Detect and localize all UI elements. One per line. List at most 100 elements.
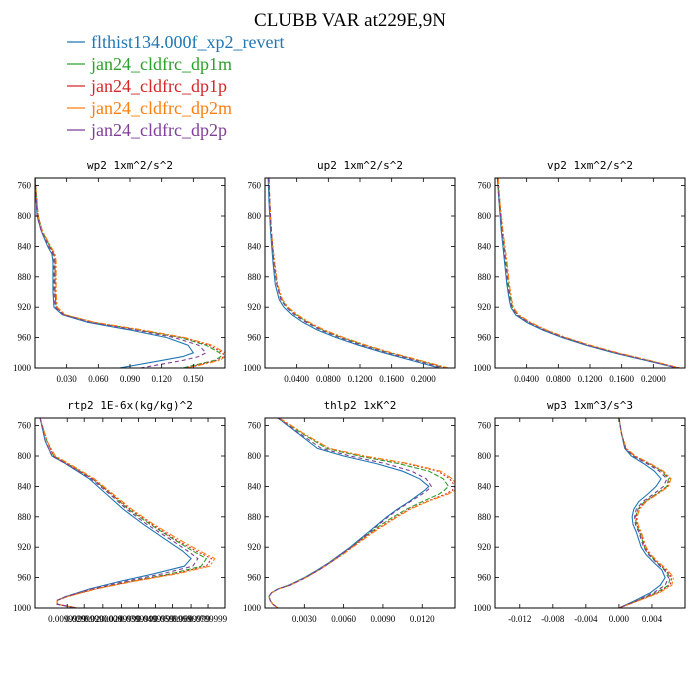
legend-entry: jan24_cldfrc_dp1m — [90, 54, 232, 74]
panel: up2 1xm^2/s^2 760 800 840 880 920 960 1000 0.040… — [243, 159, 456, 384]
series-line — [268, 178, 449, 368]
y-tick-label: 1000 — [243, 363, 262, 373]
x-tick-label: 0.0030 — [292, 614, 317, 624]
y-tick-label: 880 — [18, 272, 32, 282]
series-line — [35, 178, 225, 368]
series-line — [39, 418, 208, 608]
panel: vp2 1xm^2/s^2 760 800 840 880 920 960 1000 0.040… — [473, 159, 686, 384]
y-tick-label: 840 — [248, 481, 262, 491]
x-tick-label: 0.0699999 — [172, 614, 211, 624]
y-tick-label: 920 — [18, 542, 32, 552]
series-line — [268, 178, 446, 368]
series-line — [496, 178, 679, 368]
panel-frame — [264, 417, 456, 609]
y-tick-label: 1000 — [243, 603, 262, 613]
legend-entry: flthist134.000f_xp2_revert — [91, 32, 284, 52]
x-tick-label: 0.150 — [183, 374, 204, 384]
x-tick-label: 0.1600 — [379, 374, 404, 384]
x-tick-label: 0.004 — [642, 614, 663, 624]
legend-entry: jan24_cldfrc_dp2m — [90, 98, 232, 118]
x-tick-label: 0.0800 — [546, 374, 571, 384]
x-tick-label: 0.2000 — [411, 374, 436, 384]
series-line — [497, 178, 681, 368]
x-tick-label: 0.0200000 — [84, 614, 123, 624]
y-tick-label: 1000 — [473, 363, 492, 373]
y-tick-label: 760 — [248, 421, 262, 431]
series-line — [268, 178, 448, 368]
series-line — [39, 418, 199, 608]
y-tick-label: 800 — [248, 211, 262, 221]
y-tick-label: 880 — [248, 272, 262, 282]
series-line — [268, 178, 444, 368]
x-tick-label: 0.0120 — [410, 614, 435, 624]
x-tick-label: 0.120 — [152, 374, 173, 384]
y-tick-label: 1000 — [473, 603, 492, 613]
x-tick-label: 0.0400 — [284, 374, 309, 384]
y-tick-label: 760 — [18, 181, 32, 191]
series-line — [268, 418, 455, 608]
panel-title: wp2 1xm^2/s^2 — [87, 159, 173, 172]
y-tick-label: 920 — [478, 542, 492, 552]
y-tick-label: 920 — [478, 302, 492, 312]
series-line — [618, 418, 670, 608]
y-tick-label: 920 — [18, 302, 32, 312]
panel-title: vp2 1xm^2/s^2 — [547, 159, 633, 172]
x-tick-label: 0.0400 — [514, 374, 539, 384]
panel-frame — [34, 417, 226, 609]
panel-frame — [494, 177, 686, 369]
series-line — [497, 178, 680, 368]
series-line — [35, 178, 195, 368]
y-tick-label: 960 — [478, 333, 492, 343]
panel-frame — [494, 417, 686, 609]
y-tick-label: 840 — [18, 481, 32, 491]
y-tick-label: 880 — [248, 512, 262, 522]
series-line — [35, 178, 207, 368]
x-tick-label: 0.0060 — [331, 614, 356, 624]
x-tick-label: 0.1600 — [609, 374, 634, 384]
legend-entry: jan24_cldfrc_dp2p — [90, 120, 227, 140]
y-tick-label: 840 — [18, 241, 32, 251]
series-line — [39, 418, 192, 608]
y-tick-label: 920 — [248, 542, 262, 552]
panels: wp2 1xm^2/s^2 760 800 840 880 920 960 1000 0.030… — [13, 159, 686, 624]
y-tick-label: 960 — [248, 573, 262, 583]
y-tick-label: 880 — [18, 512, 32, 522]
series-line — [267, 178, 440, 368]
y-tick-label: 880 — [478, 272, 492, 282]
y-tick-label: 800 — [478, 211, 492, 221]
y-tick-label: 800 — [18, 451, 32, 461]
y-tick-label: 880 — [478, 512, 492, 522]
series-line — [618, 418, 666, 608]
x-tick-label: 0.0599999 — [153, 614, 192, 624]
x-tick-label: 0.0799999 — [189, 614, 228, 624]
x-tick-label: 0.0090 — [371, 614, 396, 624]
x-tick-label: 0.0299999 — [65, 614, 104, 624]
panel-frame — [34, 177, 226, 369]
series-line — [35, 178, 222, 368]
panel-title: rtp2 1E-6x(kg/kg)^2 — [67, 399, 193, 412]
panel-title: thlp2 1xK^2 — [324, 399, 397, 412]
legend-entry: jan24_cldfrc_dp1p — [90, 76, 227, 96]
y-tick-label: 800 — [248, 451, 262, 461]
x-tick-label: 0.0800 — [316, 374, 341, 384]
chart-title: CLUBB VAR at229E,9N — [254, 10, 446, 31]
panel: rtp2 1E-6x(kg/kg)^2 760 800 840 880 920 960 100… — [13, 399, 228, 624]
y-tick-label: 960 — [248, 333, 262, 343]
panel: thlp2 1xK^2 760 800 840 880 920 960 1000 0.0030 0… — [243, 399, 456, 624]
series-line — [268, 418, 455, 608]
x-tick-label: 0.030 — [57, 374, 78, 384]
x-tick-label: 0.0299999 — [102, 614, 141, 624]
x-tick-label: -0.012 — [508, 614, 531, 624]
y-tick-label: 960 — [18, 333, 32, 343]
y-tick-label: 960 — [18, 573, 32, 583]
x-tick-label: -0.004 — [574, 614, 598, 624]
series-line — [618, 418, 671, 608]
panel-title: up2 1xm^2/s^2 — [317, 159, 403, 172]
series-line — [618, 418, 675, 608]
x-tick-label: 0.000 — [609, 614, 630, 624]
y-tick-label: 760 — [478, 421, 492, 431]
x-tick-label: 0.090 — [120, 374, 141, 384]
series-line — [268, 418, 433, 608]
y-tick-label: 840 — [478, 481, 492, 491]
